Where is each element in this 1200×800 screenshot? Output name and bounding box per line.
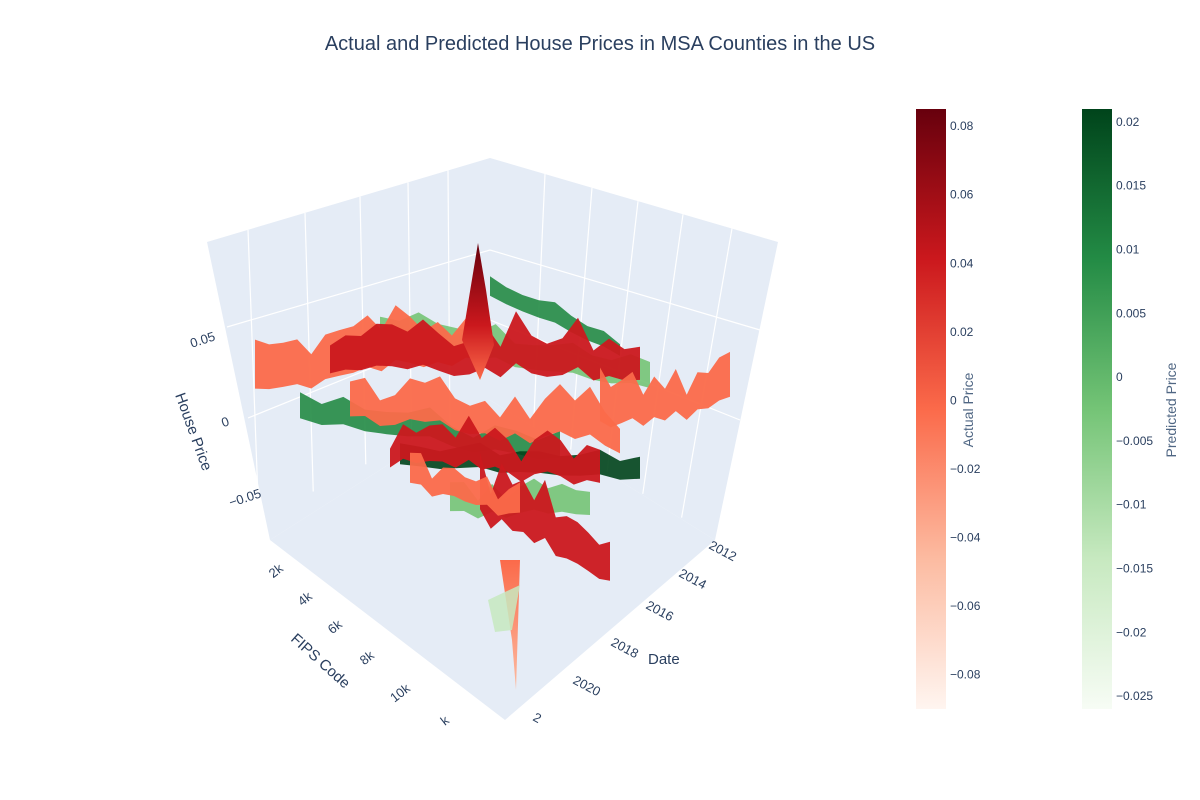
z-tick-label: −0.05 bbox=[227, 486, 263, 510]
colorbar-predicted-tick: −0.015 bbox=[1116, 562, 1153, 576]
x-tick-label: 2 bbox=[531, 709, 544, 726]
predicted-surface-strip bbox=[490, 276, 620, 356]
y-axis-title: FIPS Code bbox=[287, 630, 353, 692]
colorbar-actual-tick: 0 bbox=[950, 393, 957, 407]
colorbar-predicted-tick: −0.025 bbox=[1116, 689, 1153, 703]
gridline bbox=[642, 214, 684, 494]
chart-title: Actual and Predicted House Prices in MSA… bbox=[325, 33, 875, 55]
z-tick-label: 0.05 bbox=[188, 329, 217, 351]
gridline bbox=[247, 229, 260, 520]
gridline bbox=[226, 249, 761, 331]
colorbar-predicted-tick: −0.005 bbox=[1116, 434, 1153, 448]
x-tick-label: 2020 bbox=[571, 672, 604, 699]
colorbar-predicted-tick: 0.005 bbox=[1116, 306, 1146, 320]
colorbar-predicted-tick: 0.01 bbox=[1116, 242, 1140, 256]
y-tick-label: 6k bbox=[325, 616, 345, 637]
y-tick-label: k bbox=[437, 712, 452, 728]
colorbar-actual-title: Actual Price bbox=[960, 372, 976, 447]
y-tick-label: 10k bbox=[387, 680, 413, 705]
colorbar-actual-tick: −0.08 bbox=[950, 668, 981, 682]
actual-surface-strip bbox=[390, 415, 600, 485]
z-tick-label: 0 bbox=[219, 414, 231, 431]
colorbar-actual-tick: −0.02 bbox=[950, 462, 981, 476]
colorbar-actual-tick: −0.06 bbox=[950, 599, 981, 613]
colorbar-predicted-tick: 0.02 bbox=[1116, 115, 1140, 129]
colorbar-predicted-gradient bbox=[1082, 109, 1112, 709]
colorbar-actual-tick: 0.02 bbox=[950, 325, 974, 339]
gridline bbox=[447, 170, 451, 421]
colorbar-actual-tick: 0.08 bbox=[950, 119, 974, 133]
actual-surface-peak bbox=[462, 243, 494, 380]
x-tick-label: 2012 bbox=[707, 537, 740, 564]
x-axis-title: Date bbox=[648, 651, 680, 668]
colorbar-predicted-tick: 0.015 bbox=[1116, 179, 1146, 193]
surface-layer bbox=[255, 243, 730, 690]
actual-surface-strip bbox=[480, 452, 610, 581]
x-tick-label: 2016 bbox=[644, 597, 677, 624]
colorbar-predicted-title: Predicted Price bbox=[1163, 362, 1179, 457]
y-tick-label: 8k bbox=[357, 647, 377, 668]
colorbar-actual-tick: 0.06 bbox=[950, 188, 974, 202]
y-tick-label: 2k bbox=[266, 560, 286, 581]
colorbar-predicted-tick: −0.01 bbox=[1116, 498, 1147, 512]
colorbar-actual-tick: −0.04 bbox=[950, 531, 981, 545]
colorbar-predicted-tick: 0 bbox=[1116, 370, 1123, 384]
x-tick-label: 2018 bbox=[609, 634, 642, 661]
actual-surface-strip bbox=[410, 452, 520, 516]
colorbar-predicted: 0.02 0.015 0.01 0.005 0 −0.005 −0.01 −0.015 −0.0… bbox=[1082, 109, 1179, 709]
colorbar-predicted-tick: −0.02 bbox=[1116, 625, 1147, 639]
z-axis-title: House Price bbox=[171, 391, 215, 474]
colorbar-actual-gradient bbox=[916, 109, 946, 709]
colorbar-actual-tick: 0.04 bbox=[950, 256, 974, 270]
colorbar-actual: 0.08 0.06 0.04 0.02 0 −0.02 −0.04 −0.06 −0.08 Ac… bbox=[916, 109, 981, 709]
floor-pane bbox=[270, 400, 715, 720]
actual-surface-strip bbox=[350, 376, 620, 454]
actual-surface-strip bbox=[600, 351, 730, 428]
y-tick-label: 4k bbox=[295, 588, 315, 609]
predicted-surface-tail bbox=[488, 585, 520, 632]
x-tick-label: 2014 bbox=[677, 565, 710, 592]
